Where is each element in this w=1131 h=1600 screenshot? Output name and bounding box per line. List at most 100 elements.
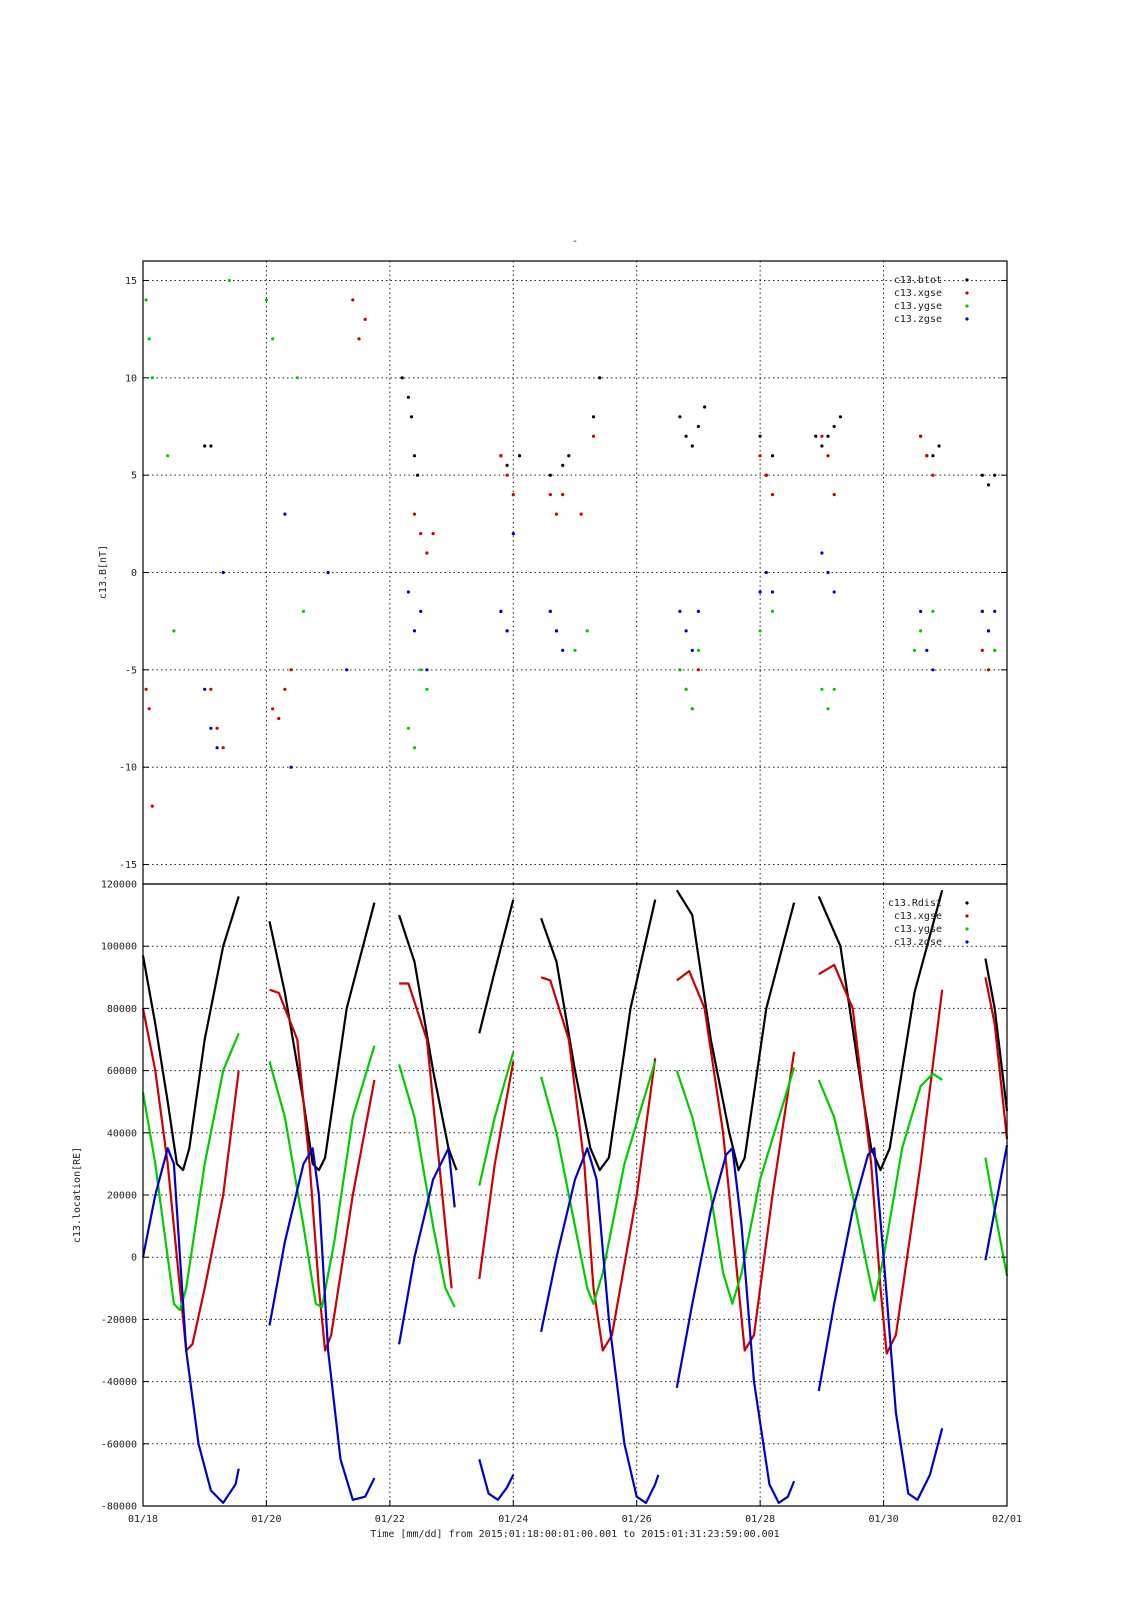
xtick-label: 01/30: [869, 1514, 899, 1525]
location-ytick-label: -60000: [101, 1439, 137, 1450]
data-point: [931, 473, 935, 477]
location-ytick-label: 100000: [101, 942, 137, 953]
series-line-c13-zgse: [141, 1147, 240, 1504]
data-point: [419, 668, 423, 672]
data-point: [770, 609, 775, 614]
xtick-label: 01/24: [498, 1514, 528, 1525]
series-line-c13-Rdist: [268, 902, 376, 1172]
data-point: [412, 629, 417, 633]
location-ytick-label: 40000: [107, 1128, 137, 1139]
series-line-c13-xgse: [676, 970, 796, 1352]
xtick-label: 01/18: [128, 1514, 158, 1525]
series-line-c13-zgse: [268, 1147, 376, 1501]
data-point: [406, 395, 410, 399]
data-point: [678, 415, 682, 419]
data-point: [548, 473, 552, 477]
series-line-c13-ygse: [141, 1032, 240, 1312]
data-point: [419, 532, 423, 536]
data-point: [264, 298, 268, 302]
data-point: [505, 629, 509, 633]
data-point: [690, 444, 694, 448]
data-point: [150, 804, 154, 808]
series-line-c13-ygse: [268, 1045, 376, 1309]
data-point: [209, 687, 213, 691]
data-point: [561, 648, 565, 653]
series-line-c13-ygse: [675, 1067, 796, 1305]
data-point: [416, 473, 420, 477]
data-point: [271, 337, 275, 341]
data-point: [585, 629, 589, 633]
data-point: [838, 415, 843, 419]
data-point: [770, 454, 775, 458]
data-point: [931, 454, 935, 458]
location-ytick-label: 120000: [101, 880, 137, 891]
time-axis-label: Time [mm/dd] from 2015:01:18:00:01:00.00…: [370, 1529, 779, 1540]
magnetic-field-legend: c13.btot c13.xgse c13.ygse c13.zgse: [894, 275, 969, 325]
data-point: [591, 434, 596, 438]
data-point: [425, 668, 429, 672]
data-point: [147, 707, 151, 711]
legend-label: c13.btot: [894, 275, 942, 286]
legend-label: c13.xgse: [894, 288, 942, 299]
location-ytick-label: 80000: [107, 1004, 137, 1015]
series-line-c13-xgse: [818, 963, 944, 1355]
data-point: [931, 609, 935, 614]
legend-marker: [965, 914, 969, 918]
data-point: [567, 454, 571, 458]
data-point: [678, 668, 682, 672]
data-point: [209, 726, 213, 730]
data-point: [554, 629, 559, 633]
xtick-label: 01/20: [251, 1514, 281, 1525]
data-point: [579, 512, 583, 516]
data-point: [690, 648, 694, 653]
data-point: [499, 609, 503, 614]
data-point: [678, 609, 682, 614]
data-point: [412, 512, 417, 516]
data-point: [517, 454, 522, 458]
data-point: [764, 473, 768, 477]
data-point: [295, 376, 299, 380]
data-point: [758, 454, 762, 458]
data-point: [409, 415, 414, 419]
data-point: [283, 687, 287, 691]
data-point: [166, 454, 170, 458]
data-point: [832, 493, 836, 497]
magnetic-field-ylabel: c13.B[nT]: [98, 545, 109, 599]
data-point: [215, 746, 219, 750]
data-point: [400, 376, 404, 380]
data-point: [289, 668, 293, 672]
data-point: [912, 648, 917, 653]
location-legend: c13.Rdist c13.xgse c13.ygse c13.zgse: [888, 898, 969, 948]
data-point: [215, 726, 219, 730]
data-point: [696, 668, 701, 672]
data-point: [820, 444, 824, 448]
legend-label: c13.zgse: [894, 937, 942, 948]
data-point: [150, 376, 154, 380]
data-point: [758, 629, 762, 633]
data-point: [758, 590, 762, 594]
data-point: [561, 463, 565, 467]
data-point: [289, 765, 293, 769]
data-point: [591, 415, 596, 419]
data-point: [696, 424, 701, 429]
data-point: [993, 648, 997, 653]
data-point: [986, 629, 991, 633]
data-point: [573, 648, 577, 653]
data-point: [826, 707, 830, 711]
magnetic-field-ytick-label: 0: [131, 568, 137, 579]
data-point: [144, 687, 148, 691]
data-point: [703, 405, 707, 409]
data-point: [832, 590, 836, 594]
data-point: [511, 493, 515, 497]
data-point: [919, 434, 923, 438]
data-point: [431, 532, 435, 536]
data-point: [326, 570, 330, 575]
location-ytick-label: -40000: [101, 1377, 137, 1388]
data-point: [209, 444, 213, 448]
legend-marker: [965, 291, 969, 295]
data-point: [986, 483, 991, 487]
data-point: [814, 434, 818, 438]
data-point: [499, 454, 503, 458]
data-point: [203, 444, 207, 448]
data-point: [770, 590, 775, 594]
